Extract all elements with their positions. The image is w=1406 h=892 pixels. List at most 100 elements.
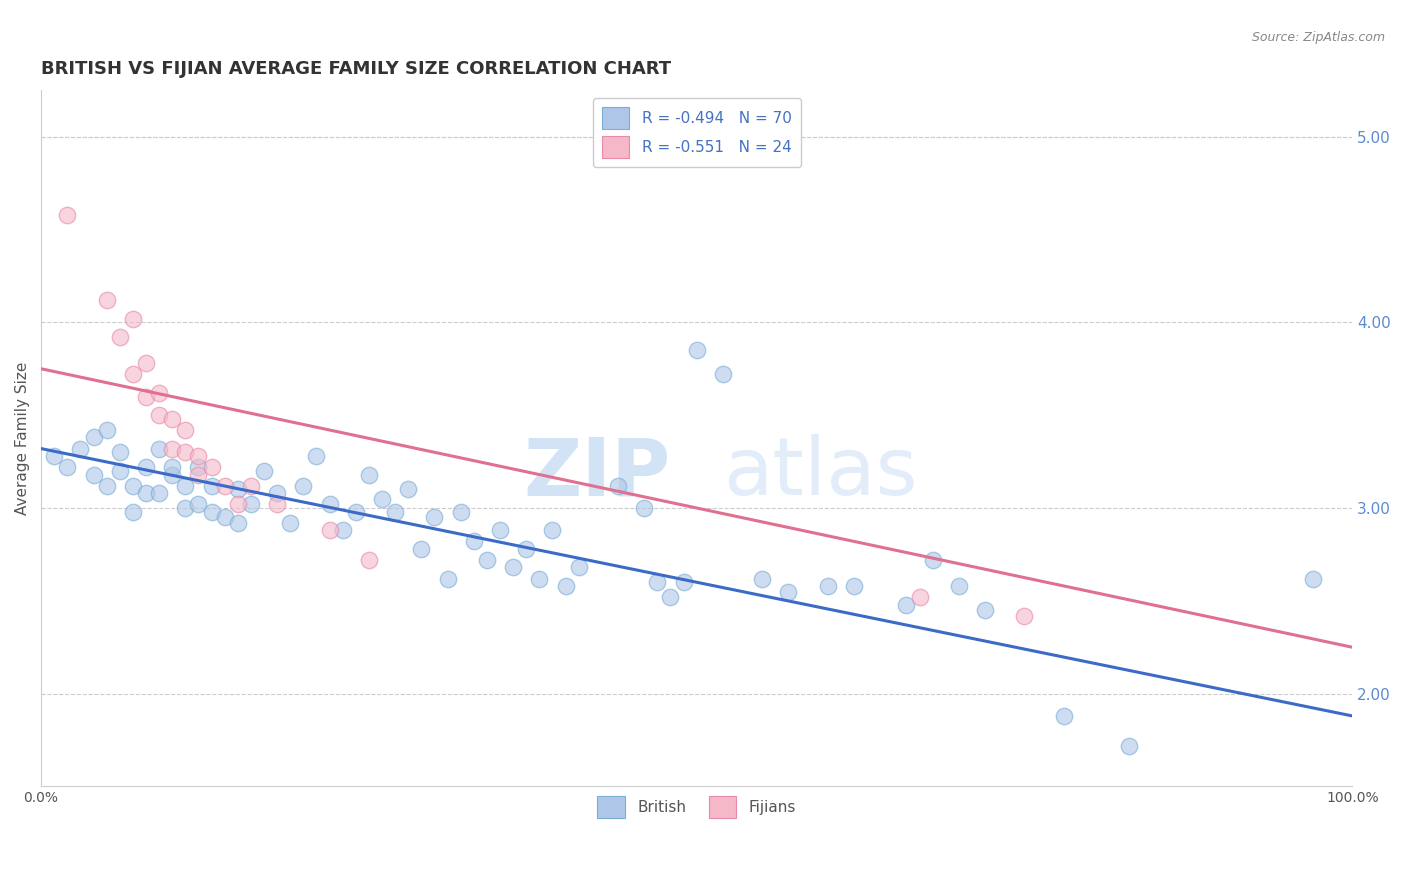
Point	[56, 208, 79, 222]
Point	[278, 516, 301, 530]
Text: Source: ZipAtlas.com: Source: ZipAtlas.com	[1251, 31, 1385, 45]
Point	[411, 541, 433, 556]
Point	[83, 467, 105, 482]
Point	[160, 442, 183, 456]
Point	[96, 423, 118, 437]
Point	[450, 505, 472, 519]
Point	[305, 449, 328, 463]
Text: atlas: atlas	[723, 434, 917, 512]
Point	[672, 575, 695, 590]
Point	[135, 390, 157, 404]
Point	[200, 479, 222, 493]
Point	[1302, 572, 1324, 586]
Point	[108, 445, 131, 459]
Point	[266, 497, 288, 511]
Point	[686, 343, 709, 358]
Point	[135, 460, 157, 475]
Point	[357, 467, 380, 482]
Point	[56, 460, 79, 475]
Point	[384, 505, 406, 519]
Point	[239, 479, 262, 493]
Point	[423, 510, 446, 524]
Point	[160, 460, 183, 475]
Point	[332, 523, 354, 537]
Point	[174, 479, 197, 493]
Point	[253, 464, 276, 478]
Point	[436, 572, 458, 586]
Point	[187, 460, 209, 475]
Point	[266, 486, 288, 500]
Point	[974, 603, 997, 617]
Point	[122, 311, 145, 326]
Point	[515, 541, 537, 556]
Point	[226, 516, 249, 530]
Point	[633, 500, 655, 515]
Point	[44, 449, 66, 463]
Point	[239, 497, 262, 511]
Point	[174, 445, 197, 459]
Point	[135, 486, 157, 500]
Point	[778, 584, 800, 599]
Point	[896, 598, 918, 612]
Point	[200, 460, 222, 475]
Legend: British, Fijians: British, Fijians	[591, 790, 803, 824]
Point	[529, 572, 551, 586]
Point	[96, 479, 118, 493]
Point	[135, 356, 157, 370]
Point	[318, 523, 340, 537]
Point	[214, 510, 236, 524]
Point	[148, 486, 170, 500]
Point	[1014, 608, 1036, 623]
Point	[108, 464, 131, 478]
Point	[174, 500, 197, 515]
Y-axis label: Average Family Size: Average Family Size	[15, 361, 30, 515]
Point	[160, 412, 183, 426]
Point	[711, 368, 734, 382]
Point	[475, 553, 498, 567]
Point	[502, 560, 524, 574]
Text: BRITISH VS FIJIAN AVERAGE FAMILY SIZE CORRELATION CHART: BRITISH VS FIJIAN AVERAGE FAMILY SIZE CO…	[41, 60, 671, 78]
Point	[396, 483, 419, 497]
Point	[908, 590, 931, 604]
Point	[1053, 709, 1076, 723]
Point	[344, 505, 367, 519]
Point	[568, 560, 591, 574]
Point	[541, 523, 564, 537]
Point	[200, 505, 222, 519]
Point	[148, 408, 170, 422]
Point	[647, 575, 669, 590]
Point	[187, 449, 209, 463]
Text: ZIP: ZIP	[523, 434, 671, 512]
Point	[148, 442, 170, 456]
Point	[842, 579, 865, 593]
Point	[187, 497, 209, 511]
Point	[174, 423, 197, 437]
Point	[122, 479, 145, 493]
Point	[292, 479, 315, 493]
Point	[489, 523, 512, 537]
Point	[160, 467, 183, 482]
Point	[463, 534, 485, 549]
Point	[817, 579, 839, 593]
Point	[83, 430, 105, 444]
Point	[187, 467, 209, 482]
Point	[1118, 739, 1140, 753]
Point	[659, 590, 682, 604]
Point	[148, 385, 170, 400]
Point	[371, 491, 394, 506]
Point	[318, 497, 340, 511]
Point	[214, 479, 236, 493]
Point	[921, 553, 943, 567]
Point	[948, 579, 970, 593]
Point	[108, 330, 131, 344]
Point	[122, 368, 145, 382]
Point	[226, 497, 249, 511]
Point	[122, 505, 145, 519]
Point	[607, 479, 630, 493]
Point	[554, 579, 576, 593]
Point	[226, 483, 249, 497]
Point	[357, 553, 380, 567]
Point	[69, 442, 91, 456]
Point	[751, 572, 773, 586]
Point	[96, 293, 118, 307]
